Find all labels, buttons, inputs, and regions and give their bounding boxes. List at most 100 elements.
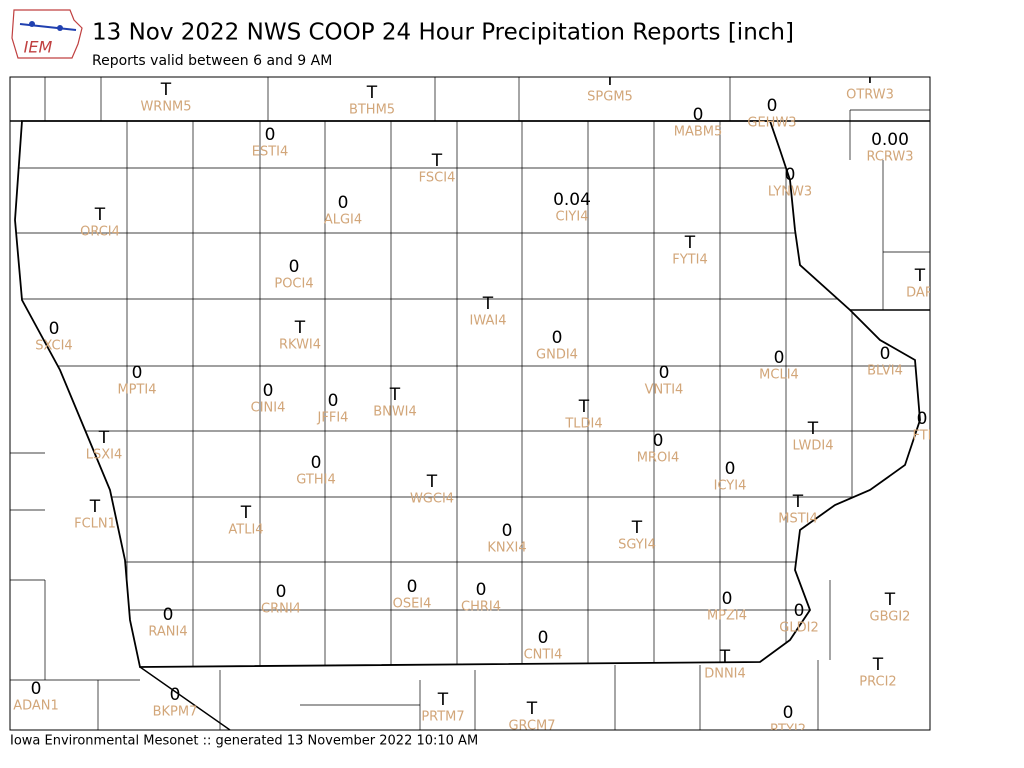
station-value: T: [631, 518, 643, 538]
station-value: 0: [785, 165, 796, 185]
station-value: T: [431, 151, 443, 171]
station-id: CHRI4: [461, 600, 501, 615]
station-value: 0: [476, 580, 487, 600]
station-value: 0: [49, 319, 60, 339]
station-value: 0: [163, 605, 174, 625]
station-id: ORCI4: [80, 225, 120, 240]
station-value: 0: [31, 679, 42, 699]
station-value: T: [578, 397, 590, 417]
station-id: IWAI4: [470, 314, 507, 329]
station-id: RCRW3: [866, 150, 913, 165]
station-id: CIYI4: [556, 210, 589, 225]
state-border: [14, 120, 921, 668]
station-id: POCI4: [274, 277, 313, 292]
station-id: GLDI2: [779, 621, 818, 636]
station-id: RKWI4: [279, 338, 321, 353]
station-id: GEHW3: [747, 116, 796, 131]
station-value: 0: [263, 381, 274, 401]
station-value: T: [366, 83, 378, 103]
station-id: WGCI4: [410, 492, 454, 507]
station-id: FSCI4: [419, 171, 456, 186]
station-id: BNWI4: [373, 405, 417, 420]
station-value: 0: [552, 328, 563, 348]
station-value: T: [684, 233, 696, 253]
station-id: MABM5: [674, 125, 723, 140]
station-value: T: [240, 503, 252, 523]
station-value: T: [526, 699, 538, 719]
station-id: CINI4: [251, 401, 286, 416]
station-value: T: [914, 266, 926, 286]
station-id: PRTM7: [421, 710, 464, 725]
station-id: BKPM7: [153, 705, 198, 720]
station-value: 0: [289, 257, 300, 277]
station-id: OSEI4: [393, 597, 432, 612]
state-border: [10, 120, 930, 730]
map: TWRNM5TBTHM5TSPGM5TOTRW30MABM50GEHW30EST…: [10, 68, 934, 734]
station-value: T: [426, 472, 438, 492]
station-id: SGYI4: [618, 538, 656, 553]
station-value: 0: [725, 459, 736, 479]
logo: IEM: [11, 9, 83, 59]
station-value: T: [872, 655, 884, 675]
station-value: 0: [170, 685, 181, 705]
station-id: RANI4: [148, 625, 187, 640]
station-id: LYNW3: [768, 185, 812, 200]
station-id: JFFI4: [317, 411, 349, 426]
station-value: T: [389, 385, 401, 405]
station-value: 0: [265, 125, 276, 145]
station-id: MSTI4: [778, 512, 818, 527]
station-id: SXCI4: [35, 339, 72, 354]
station-id: GRCM7: [508, 719, 555, 734]
station-id: DAR: [906, 286, 934, 301]
station-value: 0: [311, 453, 322, 473]
station-id: FCLN1: [74, 517, 116, 532]
station-id: DNNI4: [704, 667, 746, 682]
station-id: MPZI4: [707, 609, 747, 624]
station-value: 0: [276, 582, 287, 602]
station-id: BTHM5: [349, 103, 395, 118]
station-value: T: [294, 318, 306, 338]
station-value: T: [864, 68, 876, 88]
station-value: 0: [328, 391, 339, 411]
station-id: ALGI4: [324, 213, 362, 228]
footer: Iowa Environmental Mesonet :: generated …: [10, 734, 478, 749]
station-value: T: [884, 590, 896, 610]
station-id: FYTI4: [672, 253, 707, 268]
station-value: T: [98, 428, 110, 448]
station-value: 0: [880, 344, 891, 364]
station-value: T: [719, 647, 731, 667]
logo-text: IEM: [24, 38, 53, 57]
station-id: LWDI4: [792, 439, 833, 454]
station-id: BLVI4: [867, 364, 903, 379]
station-value: 0: [659, 363, 670, 383]
station-value: 0: [783, 703, 794, 723]
station-value: 0: [693, 105, 704, 125]
station-id: WRNM5: [140, 100, 191, 115]
station-id: CNTI4: [524, 648, 563, 663]
station-value: 0.00: [871, 130, 909, 150]
station-id: SPGM5: [587, 90, 633, 105]
station-id: GNDI4: [536, 348, 578, 363]
station-value: 0: [338, 193, 349, 213]
station-value: 0: [653, 431, 664, 451]
station-id: TLDI4: [564, 417, 602, 432]
station-id: OTRW3: [846, 88, 894, 103]
station-id: ADAN1: [13, 699, 59, 714]
station-value: T: [604, 70, 616, 90]
station-id: LSXI4: [86, 448, 123, 463]
subtitle: Reports valid between 6 and 9 AM: [92, 53, 332, 69]
station-id: ICYI4: [714, 479, 747, 494]
station-value: T: [482, 294, 494, 314]
station-value: 0: [917, 409, 928, 429]
station-id: FTI: [912, 429, 931, 444]
title: 13 Nov 2022 NWS COOP 24 Hour Precipitati…: [92, 20, 794, 46]
station-id: PRCI2: [859, 675, 896, 690]
station-value: T: [89, 497, 101, 517]
station-id: MCLI4: [759, 368, 799, 383]
station-value: 0: [722, 589, 733, 609]
station-value: 0: [407, 577, 418, 597]
station-id: GBGI2: [870, 610, 911, 625]
station-id: MROI4: [637, 451, 680, 466]
station-id: CRNI4: [261, 602, 301, 617]
